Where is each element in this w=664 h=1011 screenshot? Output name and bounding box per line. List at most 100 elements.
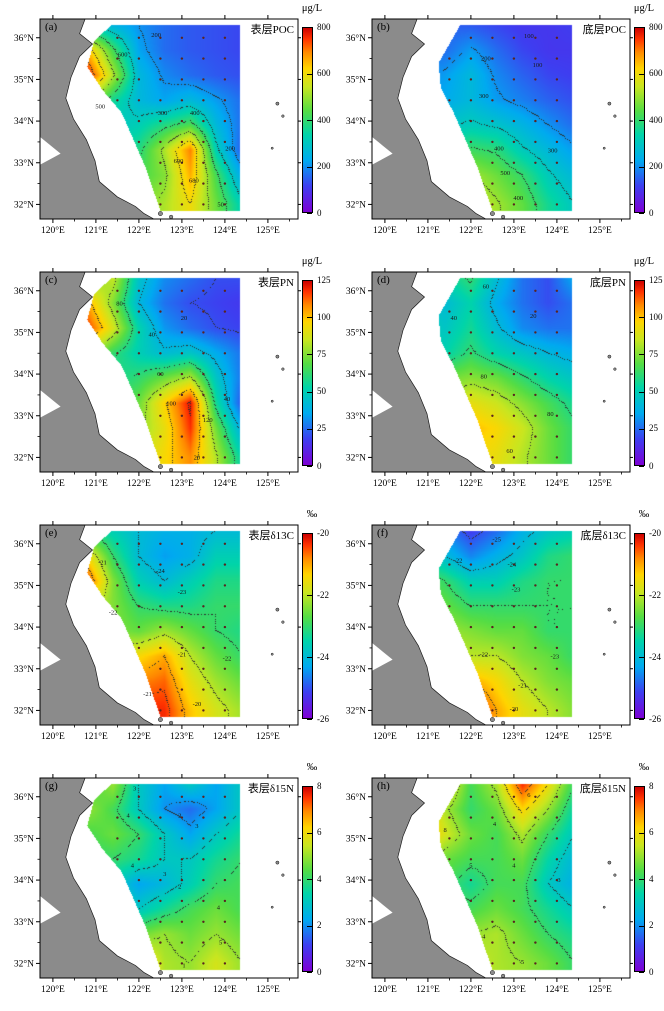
station-dot: [491, 352, 494, 355]
axis-tick-label: 36°N: [346, 792, 366, 803]
station-dot: [491, 99, 494, 102]
station-dot: [448, 352, 451, 355]
island: [607, 354, 612, 359]
island: [157, 970, 163, 976]
station-dot: [180, 456, 184, 459]
station-dot: [137, 816, 141, 819]
station-dot: [202, 140, 205, 144]
contour-label: 50: [217, 202, 224, 209]
station-dot: [180, 161, 184, 164]
map-group: 80 20 40 60 100 120 40 20: [40, 272, 285, 472]
station-dot: [491, 920, 494, 923]
coastal-inlet: [40, 389, 61, 418]
colorbar-tick: [639, 595, 644, 596]
map-group: -25 -22 -24 -23 -22 -23 -21 -20: [372, 525, 617, 725]
map-group: 100 200 100 300 400 300 500 400: [372, 19, 617, 219]
contour-label: 20: [530, 313, 537, 320]
colorbar-tick: [307, 27, 312, 28]
island: [275, 354, 280, 359]
station-dot: [180, 563, 184, 566]
station-dot: [202, 709, 205, 712]
colorbar-tick-label: -24: [649, 651, 661, 662]
colorbar-tick: [639, 533, 644, 534]
station-dot: [223, 140, 227, 144]
station-dot: [534, 646, 537, 650]
station-dot: [159, 837, 162, 840]
station-dot: [137, 310, 141, 313]
colorbar-tick: [307, 73, 312, 75]
station-dot: [512, 837, 516, 840]
station-dot: [159, 119, 162, 123]
map-overlay: 100 200 100 300 400 300 500 400 120°E 121°E 122°E 1…: [346, 15, 633, 236]
station-dot: [555, 393, 559, 397]
island: [169, 214, 174, 219]
colorbar-unit-label: μg/L: [301, 256, 323, 267]
island: [489, 211, 495, 217]
station-dot: [202, 795, 205, 798]
axis-tick-label: 123°E: [502, 984, 526, 995]
station-dot: [469, 625, 473, 629]
colorbar-tick: [307, 317, 312, 319]
axis-tick-label: 35°N: [346, 327, 366, 338]
land-mass: [40, 525, 155, 725]
colorbar-tick-label: 6: [317, 827, 322, 837]
station-dot: [116, 795, 119, 798]
station-dot: [159, 372, 162, 376]
contour-label: 60: [506, 448, 512, 455]
map-overlay: 6 8 4 5 4 3 4 5 120°E 121°E 122°E 123°E 124°E 125°E 36…: [346, 774, 633, 995]
station-dot: [469, 584, 473, 587]
station-dot: [512, 667, 516, 670]
colorbar-tick: [639, 832, 644, 834]
station-dot: [512, 140, 516, 144]
colorbar-tick-label: 2: [317, 920, 322, 930]
station-dot: [512, 372, 516, 376]
station-dot: [223, 837, 227, 840]
station-dot: [512, 78, 516, 81]
island: [270, 905, 274, 909]
panel-bottom-poc: μg/L 100 200 100 300 400 300 500 400 120°E 121°E 1…: [332, 0, 664, 253]
station-dot: [159, 899, 162, 903]
station-dot: [116, 584, 119, 587]
station-dot: [491, 289, 494, 292]
contour-label: 300: [479, 93, 489, 100]
station-dot: [448, 78, 451, 81]
station-dot: [534, 203, 537, 206]
axis-tick-label: 124°E: [545, 731, 569, 742]
station-dot: [491, 667, 494, 670]
axis-tick-label: 120°E: [373, 984, 397, 995]
station-dot: [555, 36, 559, 39]
coastal-inlet: [40, 136, 61, 165]
panel-letter-label: (c): [45, 274, 58, 286]
island: [281, 873, 285, 877]
island: [169, 467, 174, 472]
colorbar-tick-label: -22: [649, 589, 661, 600]
station-dot: [555, 858, 559, 861]
station-dot: [223, 435, 227, 438]
station-dot: [491, 878, 494, 882]
colorbar-tick-label: 75: [649, 348, 658, 359]
axis-tick-label: 123°E: [502, 731, 526, 742]
map-overlay: -25 -22 -24 -23 -22 -23 -21 -20 120°E 121°E 122°E 1…: [346, 521, 633, 742]
station-dot: [223, 57, 227, 60]
station-dot: [137, 57, 141, 60]
colorbar-tick-label: 75: [317, 348, 326, 359]
colorbar-tick-label: 125: [649, 274, 663, 285]
station-dot: [491, 688, 494, 691]
station-dot: [534, 709, 537, 712]
station-dot: [512, 435, 516, 438]
colorbar-tick-label: 25: [317, 423, 326, 434]
colorbar-unit-label: ‰: [638, 762, 650, 773]
contour-label: 20: [181, 315, 188, 322]
station-dot: [491, 625, 494, 629]
station-dot: [555, 99, 559, 102]
station-dot: [512, 119, 516, 123]
station-dot: [223, 899, 227, 903]
island: [270, 399, 274, 403]
station-dot: [223, 161, 227, 164]
station-dot: [116, 57, 119, 60]
station-dot: [180, 372, 184, 376]
contour-label: -23: [550, 653, 559, 660]
station-dot: [491, 941, 494, 944]
station-dot: [202, 414, 205, 417]
station-dot: [512, 688, 516, 691]
